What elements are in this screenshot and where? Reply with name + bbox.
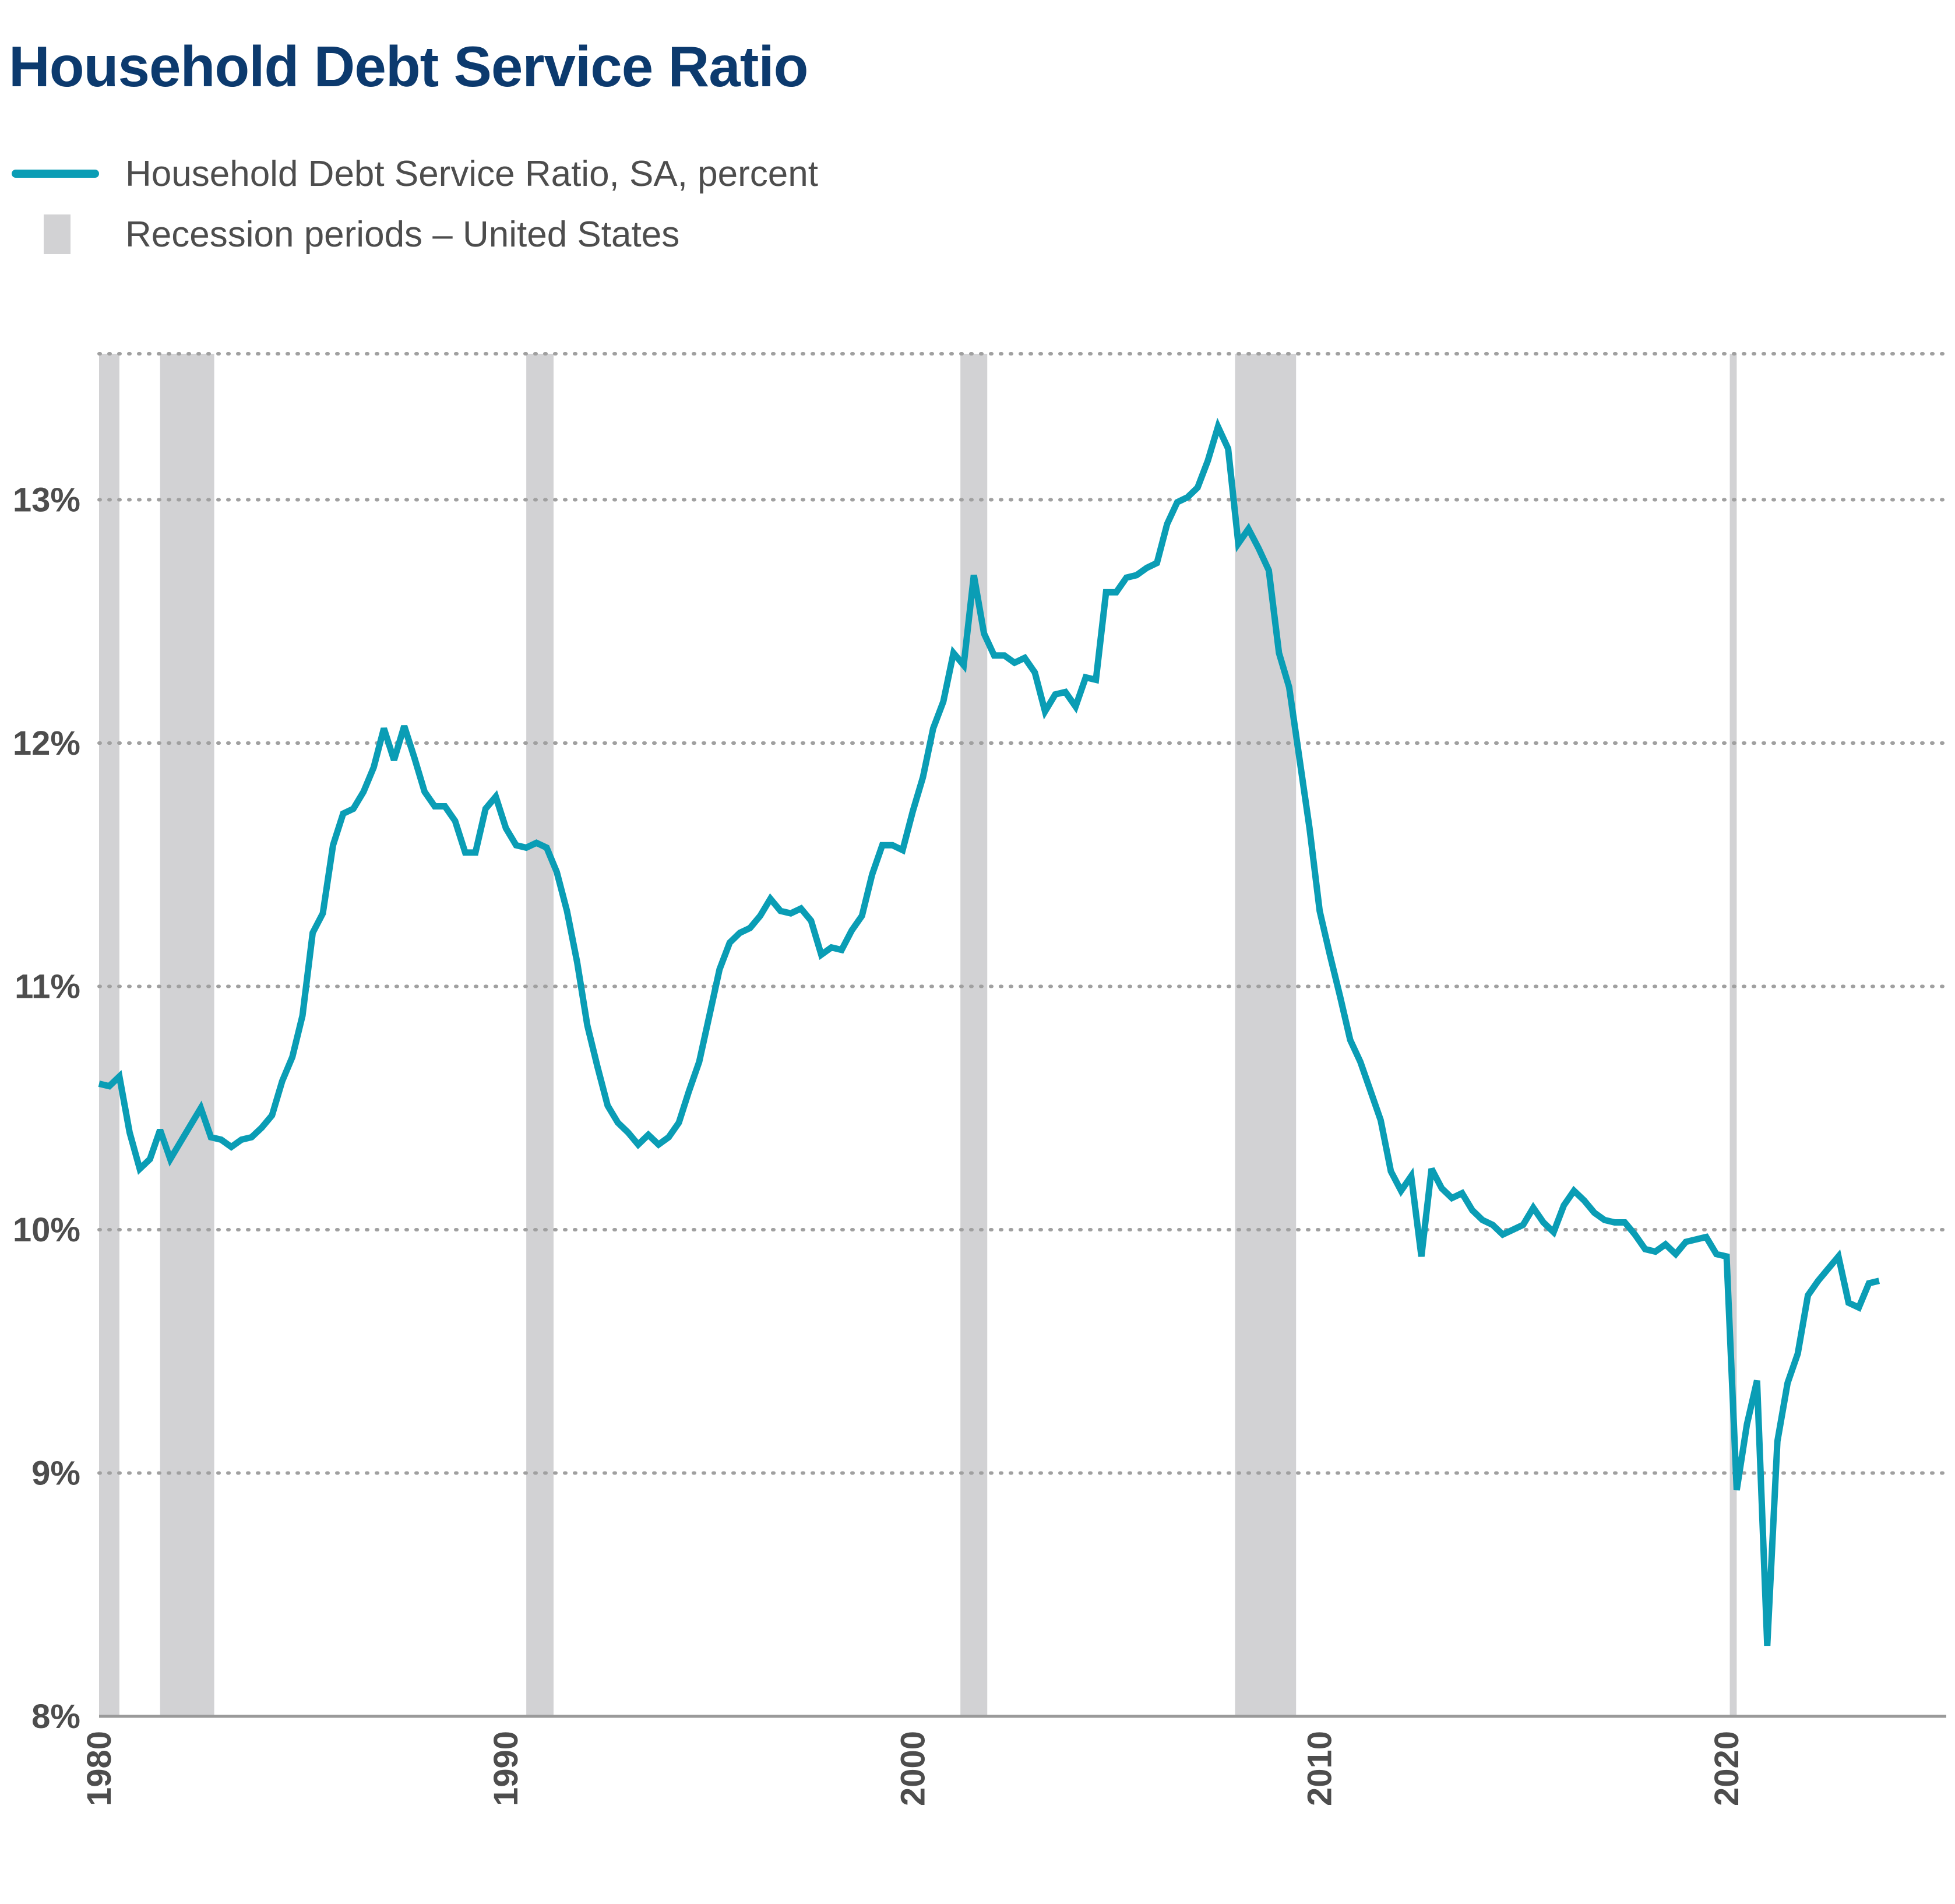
x-tick-label: 2010 (1301, 1731, 1339, 1806)
y-tick-label: 9% (31, 1455, 80, 1493)
x-tick-label: 1980 (80, 1731, 118, 1806)
legend-label-series: Household Debt Service Ratio, SA, percen… (125, 153, 818, 194)
tick-labels: 8% 9% 10% 11% 12% 13% 1980 1990 2000 2010 2020 (13, 481, 1746, 1807)
legend-line-swatch (12, 170, 99, 178)
gridlines (97, 352, 1948, 1475)
y-tick-label: 11% (15, 968, 80, 1006)
x-tick-label: 1990 (487, 1731, 525, 1806)
recession-band-0 (99, 354, 119, 1716)
recession-band-5 (1729, 354, 1737, 1716)
x-tick-label: 2000 (894, 1731, 932, 1806)
y-tick-label: 8% (31, 1698, 80, 1736)
series-line-0 (98, 417, 1880, 1646)
legend-label-recession: Recession periods – United States (125, 214, 680, 255)
legend-band-swatch (44, 214, 71, 254)
recession-band-1 (160, 354, 214, 1716)
x-tick-label: 2020 (1708, 1731, 1746, 1806)
y-tick-label: 10% (13, 1211, 80, 1249)
recession-band-4 (1235, 354, 1297, 1716)
series-layer (98, 417, 1880, 1646)
recession-band-3 (960, 354, 988, 1716)
y-tick-label: 12% (13, 724, 80, 762)
recession-bands (99, 354, 1737, 1716)
recession-band-2 (526, 354, 554, 1716)
chart-title: Household Debt Service Ratio (9, 34, 809, 98)
y-tick-label: 13% (13, 481, 80, 519)
